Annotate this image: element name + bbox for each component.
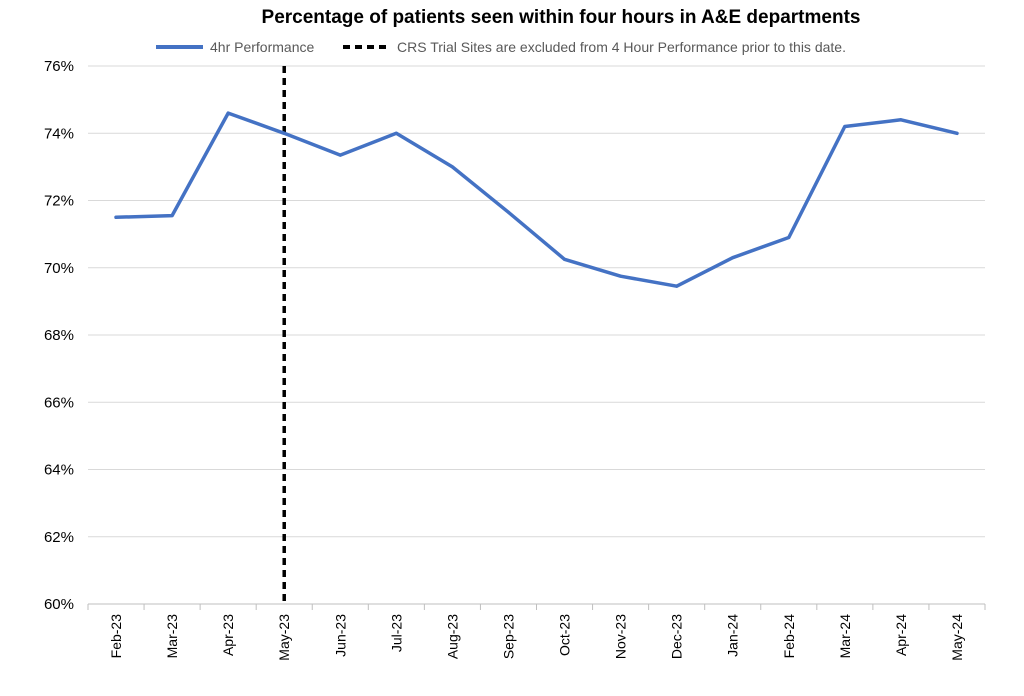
x-tick-label: Dec-23	[669, 614, 685, 659]
x-tick-label: Mar-23	[164, 614, 180, 659]
y-tick-label: 66%	[44, 394, 74, 411]
data-point	[282, 131, 286, 135]
x-tick-label: May-23	[276, 614, 292, 661]
x-tick-label: May-24	[949, 614, 965, 661]
data-point	[619, 274, 623, 278]
data-point	[731, 256, 735, 260]
data-point	[563, 257, 567, 261]
x-tick-label: Oct-23	[557, 614, 573, 656]
data-point	[955, 131, 959, 135]
x-tick-label: Feb-23	[108, 614, 124, 659]
y-tick-label: 70%	[44, 260, 74, 277]
series-line-performance	[114, 111, 959, 288]
data-point	[226, 111, 230, 115]
data-point	[450, 165, 454, 169]
legend-label-performance: 4hr Performance	[210, 39, 314, 55]
legend-label-crs-line: CRS Trial Sites are excluded from 4 Hour…	[397, 39, 846, 55]
data-point	[338, 153, 342, 157]
legend: 4hr Performance CRS Trial Sites are excl…	[156, 39, 846, 55]
series-layer	[114, 111, 959, 288]
data-point	[114, 215, 118, 219]
data-point	[170, 214, 174, 218]
x-tick-label: Nov-23	[613, 614, 629, 659]
x-tick-label: Apr-24	[893, 614, 909, 656]
data-point	[787, 235, 791, 239]
data-point	[394, 131, 398, 135]
x-tick-label: Mar-24	[837, 614, 853, 659]
y-tick-label: 76%	[44, 58, 74, 75]
x-tick-label: Jun-23	[332, 614, 348, 657]
y-axis-ticks: 60% 62% 64% 66% 68% 70% 72% 74% 76%	[44, 58, 74, 613]
y-tick-label: 74%	[44, 125, 74, 142]
x-tick-label: Aug-23	[444, 614, 460, 659]
y-tick-label: 62%	[44, 529, 74, 546]
x-tick-label: Sep-23	[500, 614, 516, 659]
data-point	[675, 284, 679, 288]
y-tick-label: 60%	[44, 596, 74, 613]
x-tick-label: Feb-24	[781, 614, 797, 659]
data-point	[506, 210, 510, 214]
y-tick-label: 64%	[44, 462, 74, 479]
x-tick-label: Apr-23	[220, 614, 236, 656]
data-point	[899, 118, 903, 122]
x-axis-ticks: Feb-23 Mar-23 Apr-23 May-23 Jun-23 Jul-23 Aug-…	[108, 614, 965, 661]
y-tick-label: 68%	[44, 327, 74, 344]
x-tick-label: Jul-23	[388, 614, 404, 652]
data-point	[843, 125, 847, 129]
gridlines	[88, 65, 985, 538]
axes	[87, 603, 986, 610]
x-tick-label: Jan-24	[725, 614, 741, 657]
chart-title: Percentage of patients seen within four …	[262, 7, 861, 28]
y-tick-label: 72%	[44, 193, 74, 210]
